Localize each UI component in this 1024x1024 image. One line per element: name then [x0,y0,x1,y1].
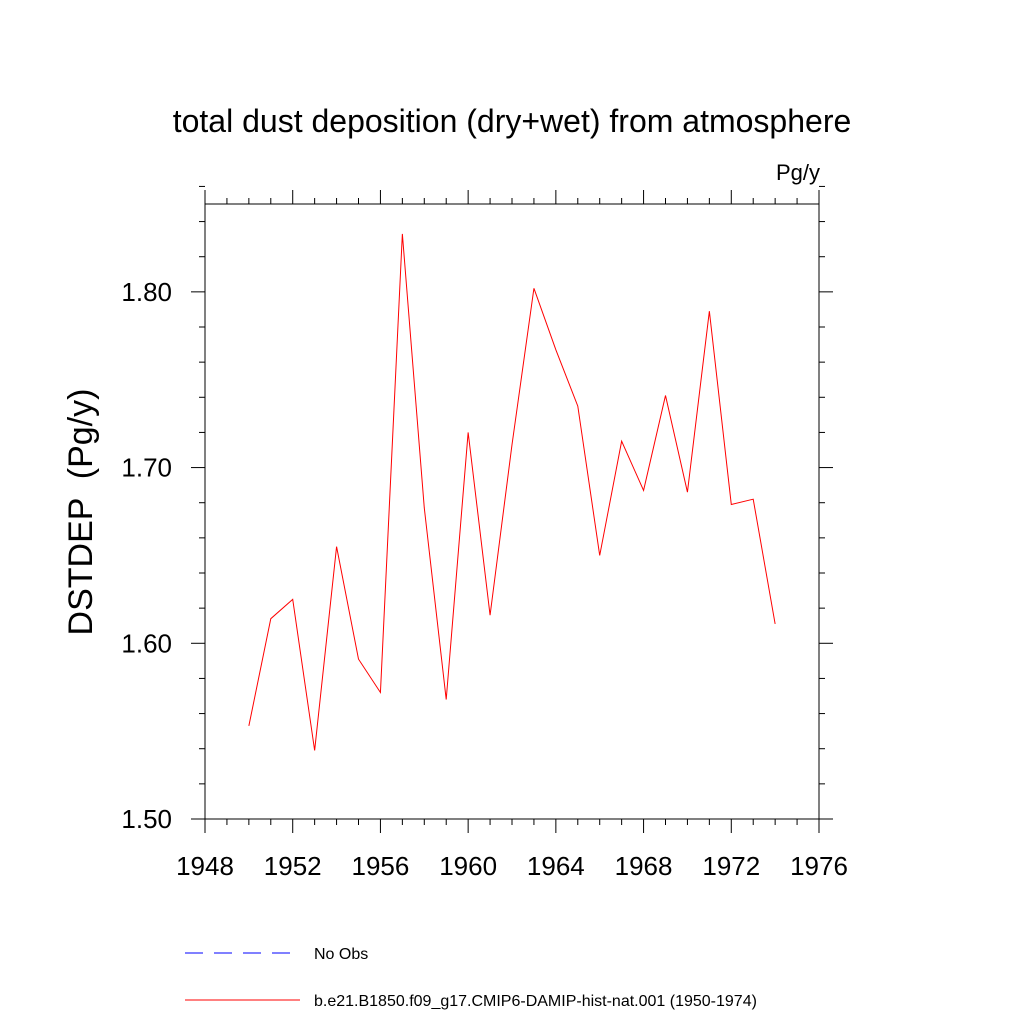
legend: No Obs b.e21.B1850.f09_g17.CMIP6-DAMIP-hi… [185,946,757,1010]
series-line-0 [248,233,776,751]
legend-label: b.e21.B1850.f09_g17.CMIP6-DAMIP-hist-nat… [314,993,757,1010]
x-tick-label: 1964 [527,851,585,881]
y-tick-label: 1.70 [121,453,172,483]
y-tick-label: 1.50 [121,804,172,834]
axis-ticks [191,185,833,833]
x-tick-label: 1956 [352,851,410,881]
y-tick-label: 1.80 [121,277,172,307]
x-tick-label: 1960 [439,851,497,881]
tick-labels: 1948 1952 1956 1960 1964 1968 1972 1976 1.50 1.60… [121,277,848,881]
x-tick-label: 1972 [702,851,760,881]
x-tick-label: 1948 [176,851,234,881]
units-label: Pg/y [776,160,820,185]
x-tick-label: 1968 [615,851,673,881]
plot-frame [204,203,820,820]
legend-label: No Obs [314,946,368,963]
series-layer [248,233,776,751]
y-tick-label: 1.60 [121,628,172,658]
x-tick-label: 1952 [264,851,322,881]
x-tick-label: 1976 [790,851,848,881]
chart-title: total dust deposition (dry+wet) from atm… [173,103,852,139]
y-axis-label: DSTDEP (Pg/y) [62,389,100,636]
